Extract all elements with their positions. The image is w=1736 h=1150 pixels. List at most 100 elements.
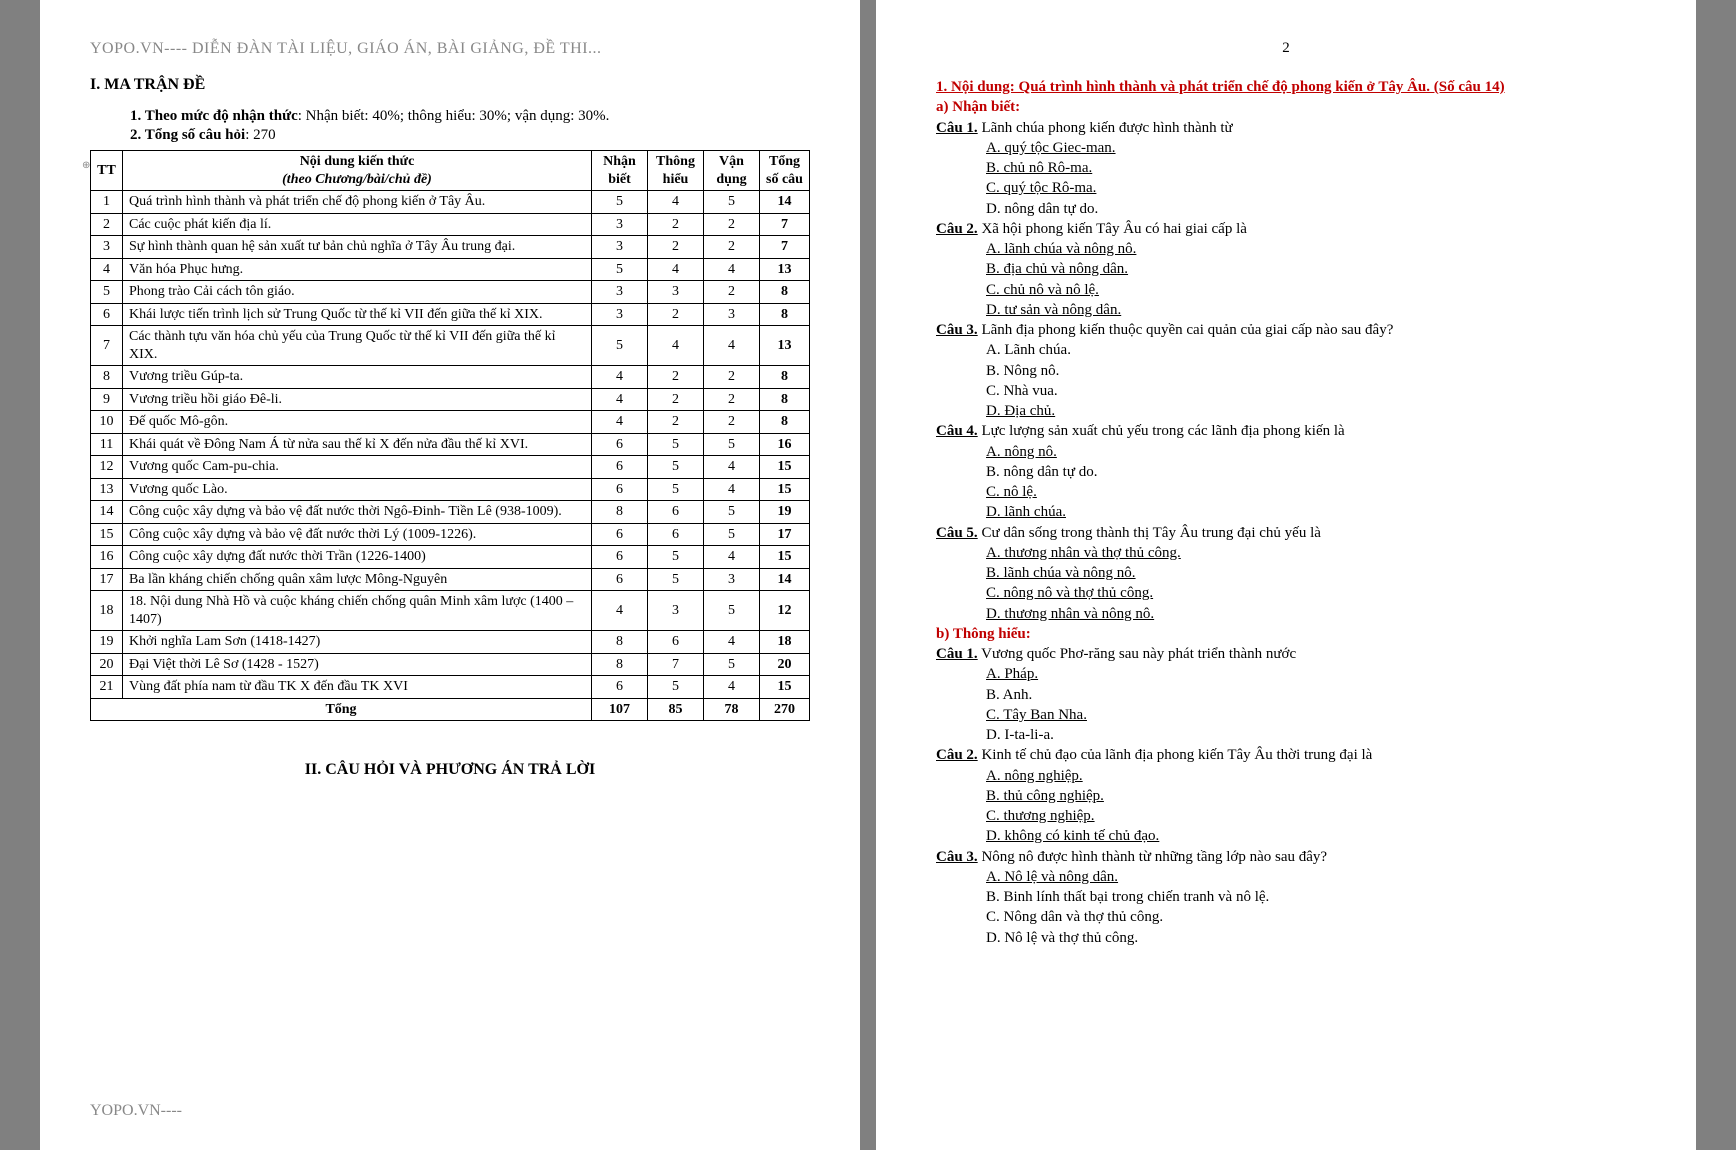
cell-vd: 4 — [704, 258, 760, 281]
cell-nb: 6 — [592, 478, 648, 501]
cell-content: Khởi nghĩa Lam Sơn (1418-1427) — [123, 631, 592, 654]
answer-option: C. chủ nô và nô lệ. — [986, 280, 1646, 300]
cell-th: 5 — [648, 568, 704, 591]
cell-vd: 5 — [704, 653, 760, 676]
matrix-table: TT Nội dung kiến thức (theo Chương/bài/c… — [90, 150, 810, 721]
question-text: Lãnh địa phong kiến thuộc quyền cai quản… — [978, 322, 1394, 338]
cell-th: 3 — [648, 591, 704, 631]
cell-tt: 21 — [91, 676, 123, 699]
cell-content: Đại Việt thời Lê Sơ (1428 - 1527) — [123, 653, 592, 676]
cell-th: 2 — [648, 213, 704, 236]
cell-nb: 6 — [592, 433, 648, 456]
cell-vd: 2 — [704, 236, 760, 259]
table-row: 6Khái lược tiến trình lịch sử Trung Quốc… — [91, 303, 810, 326]
table-row: 12Vương quốc Cam-pu-chia.65415 — [91, 456, 810, 479]
total-nb: 107 — [592, 698, 648, 721]
cell-content: Phong trào Cải cách tôn giáo. — [123, 281, 592, 304]
cell-th: 6 — [648, 631, 704, 654]
cell-nb: 5 — [592, 326, 648, 366]
answer-option: C. nông nô và thợ thủ công. — [986, 583, 1646, 603]
answer-option: D. lãnh chúa. — [986, 502, 1646, 522]
answer-option: C. Tây Ban Nha. — [986, 705, 1646, 725]
table-row: 2Các cuộc phát kiến địa lí.3227 — [91, 213, 810, 236]
cell-total: 15 — [760, 456, 810, 479]
question-line: Câu 1. Lãnh chúa phong kiến được hình th… — [936, 118, 1646, 138]
cell-vd: 4 — [704, 456, 760, 479]
answer-option: B. lãnh chúa và nông nô. — [986, 563, 1646, 583]
cell-content: Vùng đất phía nam từ đầu TK X đến đầu TK… — [123, 676, 592, 699]
answer-option: C. Nhà vua. — [986, 381, 1646, 401]
cell-tt: 14 — [91, 501, 123, 524]
cell-tt: 20 — [91, 653, 123, 676]
cell-total: 8 — [760, 281, 810, 304]
cell-total: 13 — [760, 326, 810, 366]
answer-option: C. Nông dân và thợ thủ công. — [986, 907, 1646, 927]
cell-content: Văn hóa Phục hưng. — [123, 258, 592, 281]
cell-th: 2 — [648, 303, 704, 326]
cell-nb: 3 — [592, 303, 648, 326]
page-2: 2 1. Nội dung: Quá trình hình thành và p… — [876, 0, 1696, 1150]
cell-vd: 2 — [704, 411, 760, 434]
cell-content: Công cuộc xây dựng và bảo vệ đất nước th… — [123, 501, 592, 524]
cell-vd: 4 — [704, 631, 760, 654]
table-row: 13Vương quốc Lào.65415 — [91, 478, 810, 501]
table-row: 19Khởi nghĩa Lam Sơn (1418-1427)86418 — [91, 631, 810, 654]
page-1: YOPO.VN---- DIỄN ĐÀN TÀI LIỆU, GIÁO ÁN, … — [40, 0, 860, 1150]
cell-content: Công cuộc xây dựng và bảo vệ đất nước th… — [123, 523, 592, 546]
section-1-title: I. MA TRẬN ĐỀ — [90, 76, 810, 94]
answer-option: D. Địa chủ. — [986, 401, 1646, 421]
table-row: 21Vùng đất phía nam từ đầu TK X đến đầu … — [91, 676, 810, 699]
cell-content: Các cuộc phát kiến địa lí. — [123, 213, 592, 236]
question-label: Câu 4. — [936, 423, 978, 439]
answer-option: A. nông nghiệp. — [986, 766, 1646, 786]
cell-vd: 5 — [704, 433, 760, 456]
cell-content: Vương triều hồi giáo Đê-li. — [123, 388, 592, 411]
cell-tt: 2 — [91, 213, 123, 236]
cell-tt: 6 — [91, 303, 123, 326]
cell-content: Ba lần kháng chiến chống quân xâm lược M… — [123, 568, 592, 591]
cell-content: Đế quốc Mô-gôn. — [123, 411, 592, 434]
cell-total: 7 — [760, 236, 810, 259]
cell-vd: 5 — [704, 501, 760, 524]
th-th: Thông hiểu — [648, 151, 704, 191]
th-vd: Vận dụng — [704, 151, 760, 191]
table-row: 14Công cuộc xây dựng và bảo vệ đất nước … — [91, 501, 810, 524]
table-row: 4Văn hóa Phục hưng.54413 — [91, 258, 810, 281]
cell-nb: 3 — [592, 236, 648, 259]
cell-total: 7 — [760, 213, 810, 236]
cell-tt: 11 — [91, 433, 123, 456]
answer-option: C. nô lệ. — [986, 482, 1646, 502]
cell-nb: 4 — [592, 591, 648, 631]
answer-option: B. địa chủ và nông dân. — [986, 259, 1646, 279]
cell-th: 2 — [648, 388, 704, 411]
cell-nb: 3 — [592, 213, 648, 236]
meta2-prefix: 2. Tổng số câu hỏi — [130, 127, 245, 143]
question-line: Câu 4. Lực lượng sản xuất chủ yếu trong … — [936, 421, 1646, 441]
question-label: Câu 5. — [936, 525, 978, 541]
cell-vd: 2 — [704, 281, 760, 304]
cell-tt: 17 — [91, 568, 123, 591]
meta1-rest: : Nhận biết: 40%; thông hiểu: 30%; vận d… — [298, 108, 610, 124]
cell-tt: 3 — [91, 236, 123, 259]
cell-th: 2 — [648, 366, 704, 389]
answer-option: A. lãnh chúa và nông nô. — [986, 239, 1646, 259]
answer-option: C. quý tộc Rô-ma. — [986, 178, 1646, 198]
cell-vd: 2 — [704, 366, 760, 389]
table-row: 20Đại Việt thời Lê Sơ (1428 - 1527)87520 — [91, 653, 810, 676]
cell-total: 8 — [760, 411, 810, 434]
th-nb: Nhận biết — [592, 151, 648, 191]
cell-nb: 4 — [592, 411, 648, 434]
question-line: Câu 3. Lãnh địa phong kiến thuộc quyền c… — [936, 320, 1646, 340]
question-line: Câu 2. Kinh tế chủ đạo của lãnh địa phon… — [936, 745, 1646, 765]
answer-option: B. chủ nô Rô-ma. — [986, 158, 1646, 178]
total-vd: 78 — [704, 698, 760, 721]
total-th: 85 — [648, 698, 704, 721]
table-row: 15Công cuộc xây dựng và bảo vệ đất nước … — [91, 523, 810, 546]
th-tt: TT — [91, 151, 123, 191]
table-row: 9Vương triều hồi giáo Đê-li.4228 — [91, 388, 810, 411]
cell-nb: 4 — [592, 388, 648, 411]
cell-nb: 6 — [592, 546, 648, 569]
answer-option: A. quý tộc Giec-man. — [986, 138, 1646, 158]
table-row: 1Quá trình hình thành và phát triển chế … — [91, 191, 810, 214]
section-b-head: b) Thông hiểu: — [936, 624, 1646, 644]
